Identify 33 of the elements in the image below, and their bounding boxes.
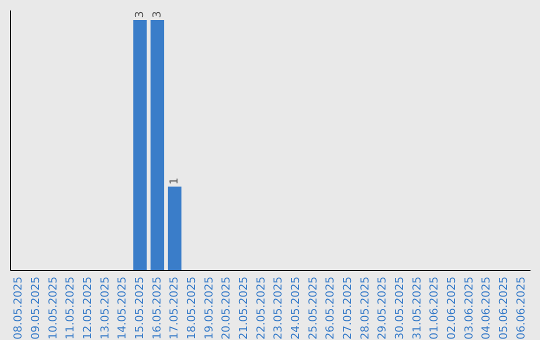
x-tick-label: 01.06.2025 bbox=[428, 276, 441, 340]
x-tick-label: 20.05.2025 bbox=[220, 276, 233, 340]
x-tick-label: 27.05.2025 bbox=[341, 276, 354, 340]
x-tick-label: 25.05.2025 bbox=[306, 276, 320, 340]
x-tick-label: 15.05.2025 bbox=[133, 276, 146, 340]
x-tick-label: 30.05.2025 bbox=[393, 276, 406, 340]
x-tick-label: 08.05.2025 bbox=[12, 276, 25, 340]
x-tick-label: 22.05.2025 bbox=[254, 276, 268, 340]
x-tick-label: 23.05.2025 bbox=[272, 276, 285, 340]
x-tick-label: 17.05.2025 bbox=[168, 276, 181, 340]
data-label: 1 bbox=[168, 178, 181, 185]
x-tick-label: 11.05.2025 bbox=[64, 276, 77, 340]
x-tick-label: 31.05.2025 bbox=[410, 276, 424, 340]
x-tick-label: 26.05.2025 bbox=[324, 276, 337, 340]
x-tick-label: 09.05.2025 bbox=[29, 276, 42, 340]
x-tick-label: 24.05.2025 bbox=[289, 276, 302, 340]
data-label: 3 bbox=[133, 11, 146, 18]
x-tick-label: 29.05.2025 bbox=[376, 276, 389, 340]
x-tick-label: 02.06.2025 bbox=[445, 276, 458, 340]
x-tick-label: 28.05.2025 bbox=[358, 276, 372, 340]
x-tick-label: 16.05.2025 bbox=[150, 276, 164, 340]
x-tick-label: 14.05.2025 bbox=[116, 276, 129, 340]
x-tick-label: 19.05.2025 bbox=[202, 276, 216, 340]
x-tick-label: 10.05.2025 bbox=[46, 276, 60, 340]
x-tick-label: 13.05.2025 bbox=[98, 276, 112, 340]
x-tick-label: 05.06.2025 bbox=[497, 276, 510, 340]
x-tick-label: 04.06.2025 bbox=[480, 276, 493, 340]
x-tick-label: 18.05.2025 bbox=[185, 276, 198, 340]
data-label: 3 bbox=[150, 11, 164, 18]
x-tick-label: 21.05.2025 bbox=[237, 276, 250, 340]
x-tick-label: 03.06.2025 bbox=[462, 276, 476, 340]
x-tick-label: 12.05.2025 bbox=[81, 276, 94, 340]
x-tick-label: 06.06.2025 bbox=[514, 276, 528, 340]
